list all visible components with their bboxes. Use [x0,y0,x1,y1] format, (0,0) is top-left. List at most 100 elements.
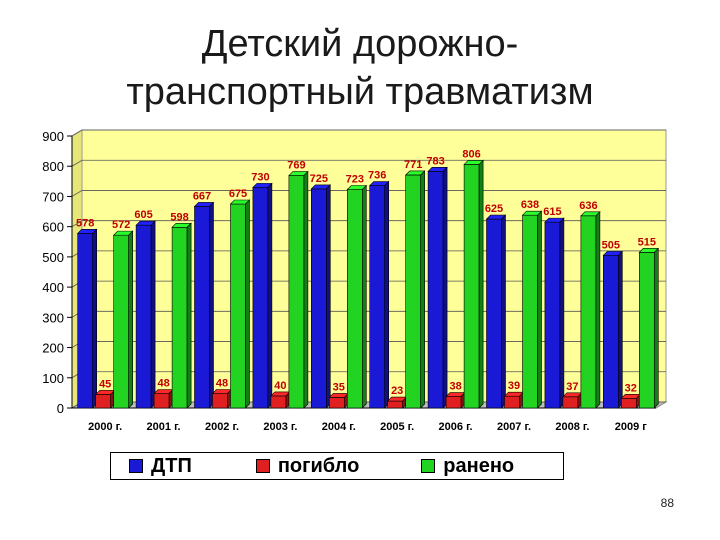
bar-injured-2002 [230,203,246,409]
data-label-dtp: 605 [134,209,152,221]
bar-injured-2000 [113,234,129,409]
data-label-killed: 23 [391,385,403,397]
data-label-dtp: 736 [368,170,386,182]
legend-item-dtp: ДТП [129,455,192,478]
legend-swatch-killed [255,459,270,473]
data-label-dtp: 625 [485,203,503,215]
bar-dtp-2008-side [559,217,565,409]
bar-injured-2003 [288,175,305,409]
data-label-killed: 32 [625,382,637,394]
y-tick-label: 400 [42,280,64,295]
y-tick-label: 700 [42,189,64,204]
legend-item-killed: погибло [255,454,360,478]
data-label-killed: 35 [333,381,345,393]
y-tick-label: 500 [42,250,64,265]
bar-dtp-2009-side [617,250,623,409]
bar-dtp-2007 [486,218,502,409]
x-tick-label: 2006 г. [439,421,473,433]
legend-label-dtp: ДТП [151,454,192,477]
x-tick-label: 2002 г. [205,421,239,433]
data-label-killed: 37 [566,381,578,393]
legend-label-killed: погибло [277,454,360,477]
data-label-injured: 771 [404,159,422,171]
data-label-dtp: 730 [251,171,269,183]
bar-injured-2006 [463,164,480,409]
x-tick-label: 2007 г. [497,421,531,433]
data-label-injured: 769 [287,160,305,172]
bar-injured-2003-side [303,170,309,409]
x-tick-label: 2005 г. [380,421,414,433]
bar-dtp-2007-side [501,214,506,409]
x-tick-label: 2000 г. [88,421,122,433]
bar-dtp-2005-side [384,180,390,409]
data-label-injured: 572 [112,219,130,231]
bar-killed-2005 [387,400,404,409]
y-tick-label: 0 [57,401,64,416]
bar-dtp-2001-side [150,220,156,409]
title-line-1: Детский дорожно- [201,23,519,65]
x-tick-label: 2009 г [615,421,648,433]
bar-killed-2007 [504,395,520,409]
data-label-injured: 638 [521,199,539,211]
bar-injured-2002-side [245,199,250,409]
data-label-injured: 806 [462,148,480,160]
data-label-killed: 40 [274,380,286,392]
bar-injured-2008 [580,215,597,409]
bar-injured-2001-side [186,222,192,409]
legend-swatch-dtp [129,459,143,473]
legend-swatch-injured [421,459,436,473]
data-label-injured: 675 [229,188,247,200]
y-tick-label: 600 [42,220,64,235]
data-label-killed: 39 [508,380,520,392]
bar-injured-2007 [522,214,538,409]
data-label-injured: 515 [638,236,656,248]
bar-injured-2004 [346,189,363,409]
bar-dtp-2003 [252,187,269,409]
data-label-killed: 45 [99,378,111,390]
y-tick-label: 900 [42,129,64,144]
bar-injured-2004-side [361,184,367,409]
y-tick-label: 300 [42,310,64,325]
bar-dtp-2000-side [92,228,97,409]
y-tick-label: 200 [42,341,64,356]
title-line-2: транспортный травматизм [126,71,594,113]
bar-dtp-2004 [310,188,327,409]
bar-dtp-2004-side [325,184,331,409]
bar-injured-2001 [171,226,188,409]
bar-dtp-2009 [602,255,619,409]
bar-killed-2001 [153,393,170,409]
data-label-dtp: 667 [193,190,211,202]
bar-dtp-2008 [544,221,561,409]
data-label-injured: 598 [170,211,188,223]
bar-killed-2003 [270,395,287,409]
bar-injured-2007-side [537,210,542,409]
gridline [71,129,666,137]
data-label-killed: 48 [157,377,169,389]
x-tick-label: 2008 г. [555,421,589,433]
bar-killed-2008 [562,396,579,409]
x-tick-label: 2001 г. [147,421,181,433]
bar-dtp-2003-side [267,182,273,409]
x-tick-label: 2003 г. [263,421,297,433]
data-label-killed: 38 [449,381,461,393]
x-tick-label: 2004 г. [322,421,356,433]
bar-chart: 0 100 200 300 400 500 600 700 800 900 578 45 572 2000… [42,129,668,433]
bar-dtp-2006-side [442,166,448,409]
legend-item-injured: ранено [421,455,514,478]
bar-dtp-2005 [369,185,386,409]
bar-injured-2005 [405,174,422,409]
bar-injured-2008-side [595,211,601,409]
chart-legend: ДТП погибло ранено [110,452,564,480]
bar-dtp-2000 [77,233,93,409]
data-label-dtp: 505 [602,239,620,251]
data-label-dtp: 578 [76,217,94,229]
data-label-injured: 723 [346,173,364,185]
bar-dtp-2006 [427,171,444,409]
data-label-injured: 636 [579,200,597,212]
bar-injured-2000-side [128,230,133,409]
bar-dtp-2002 [194,206,210,409]
bar-killed-2009 [620,398,637,409]
bar-injured-2005-side [420,170,426,409]
data-label-dtp: 783 [426,155,444,167]
bar-injured-2009 [638,252,655,409]
